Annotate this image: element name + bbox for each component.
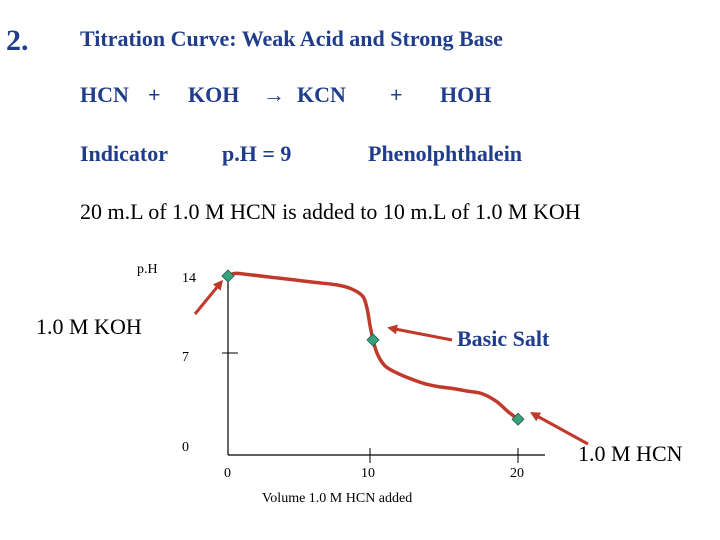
marker-end <box>511 412 525 426</box>
y-axis-label: p.H <box>137 262 158 277</box>
arrow-to-end-marker <box>529 412 589 446</box>
x-axis-label: Volume 1.0 M HCN added <box>262 491 413 506</box>
equation-plus-2: + <box>390 82 403 107</box>
x-tick-0: 0 <box>224 466 231 481</box>
y-tick-14: 14 <box>182 271 196 286</box>
arrow-to-start-marker <box>193 279 224 315</box>
x-tick-10: 10 <box>361 466 375 481</box>
equation-arrow: → <box>263 82 285 107</box>
equation-product-kcn: KCN <box>297 82 346 107</box>
equation-plus-1: + <box>148 82 161 107</box>
page-title: Titration Curve: Weak Acid and Strong Ba… <box>80 26 503 51</box>
y-tick-0: 0 <box>182 440 189 455</box>
x-tick-20: 20 <box>510 466 524 481</box>
callout-basic-salt: Basic Salt <box>457 326 550 351</box>
equation-reactant-koh: KOH <box>188 82 240 107</box>
marker-start <box>221 269 235 283</box>
indicator-label: Indicator <box>80 141 168 166</box>
callout-end-hcn: 1.0 M HCN <box>578 441 683 466</box>
equation-reactant-hcn: HCN <box>80 82 129 107</box>
equation-product-hoh: HOH <box>440 82 492 107</box>
y-tick-7: 7 <box>182 350 189 365</box>
problem-number: 2. <box>6 24 29 57</box>
titration-curve-line <box>226 271 520 421</box>
arrow-to-equivalence-marker <box>387 324 453 342</box>
problem-statement: 20 m.L of 1.0 M HCN is added to 10 m.L o… <box>80 199 581 224</box>
marker-equivalence <box>366 333 380 347</box>
callout-start-koh: 1.0 M KOH <box>36 314 142 339</box>
indicator-name: Phenolphthalein <box>368 141 523 166</box>
indicator-ph: p.H = 9 <box>222 141 292 166</box>
